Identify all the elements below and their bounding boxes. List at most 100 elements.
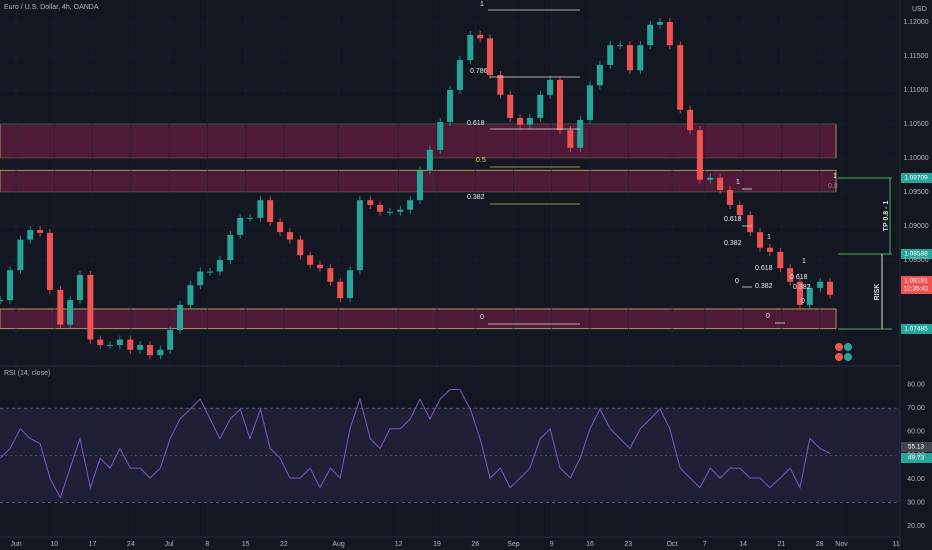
candle-body (726, 189, 733, 205)
fib-lines (488, 9, 785, 325)
fib-label: 1 (802, 258, 806, 265)
y-tick-label: 30.00 (907, 499, 925, 506)
candle-body (806, 287, 813, 305)
fib-label: 0 (766, 313, 770, 320)
x-tick-label: Aug (332, 541, 345, 548)
tp-bracket (838, 177, 892, 330)
risk-label: RISK (874, 284, 881, 301)
candle-body (146, 345, 153, 356)
candle-body (647, 24, 654, 46)
candle-body (97, 339, 104, 346)
fib-label: 1 (833, 173, 837, 180)
candle-body (696, 130, 703, 180)
x-tick-label: Sep (507, 541, 520, 548)
currency: USD (912, 6, 927, 13)
candle-body (556, 79, 563, 131)
candle-body (197, 271, 204, 286)
candle-body (177, 304, 184, 331)
event-icon[interactable] (835, 343, 843, 351)
candle-body (537, 94, 544, 118)
rsi-line (0, 389, 831, 499)
x-tick-label: 16 (586, 541, 594, 548)
candle-body (76, 274, 83, 301)
y-tick-label: 50.00 (907, 452, 925, 459)
candle-body (687, 109, 694, 131)
x-tick-label: 7 (703, 541, 707, 548)
candle-body (796, 281, 803, 305)
x-tick-label: 21 (777, 541, 785, 548)
price-tag (901, 173, 932, 183)
event-icon[interactable] (844, 353, 852, 361)
fib-label: 0.618 (724, 216, 742, 223)
x-tick-label: 10 (50, 541, 58, 548)
fib-label: 0.382 (793, 284, 811, 291)
candle-body (37, 230, 44, 233)
fib-label: 0 (801, 298, 805, 305)
candle-body (596, 64, 603, 86)
fib-label: 0.382 (755, 283, 773, 290)
candle-body (286, 232, 293, 240)
candle-body (567, 130, 574, 148)
candle-body (207, 271, 214, 273)
y-tick-label: 1.11000 (904, 87, 929, 94)
fib-label: 0.618 (755, 265, 773, 272)
x-tick-label: 9 (550, 541, 554, 548)
candle-body (787, 268, 794, 282)
candle-body (467, 34, 474, 61)
fib-label: 0.618 (790, 274, 808, 281)
candle-body (666, 22, 673, 46)
y-tick-label: 1.09000 (903, 223, 928, 230)
candle-body (407, 200, 414, 210)
value-tag (901, 442, 932, 452)
candle-body (587, 85, 594, 120)
candle-body (747, 215, 754, 233)
fib-label: 0.382 (467, 194, 485, 201)
fib-label: 0 (735, 278, 739, 285)
value-tag (901, 453, 932, 463)
event-icon[interactable] (835, 353, 843, 361)
candle-body (507, 94, 514, 118)
candle-body (127, 339, 134, 350)
candle-body (307, 255, 314, 265)
value-tag-label: 55.13 (908, 444, 925, 451)
candle-body (757, 232, 764, 248)
candle-body (356, 200, 363, 271)
candle-body (437, 121, 444, 150)
candle-body (137, 345, 144, 350)
candle-body (817, 281, 824, 288)
candle-body (157, 349, 164, 356)
x-tick-label: Jun (10, 541, 21, 548)
candle-body (216, 260, 223, 272)
candle-body (316, 264, 323, 269)
candle-body (657, 22, 664, 25)
candle-body (347, 270, 354, 299)
candle-body (547, 79, 554, 95)
price-tag (901, 249, 932, 259)
price-tag-label: 1.08191 (904, 278, 928, 285)
y-tick-label: 70.00 (907, 405, 925, 412)
y-tick-label: 1.08500 (903, 257, 928, 264)
candle-body (7, 270, 14, 301)
candle-body (766, 247, 773, 252)
event-icon[interactable] (844, 343, 852, 351)
fib-label: 1 (767, 234, 771, 241)
x-tick-label: 15 (242, 541, 250, 548)
candle-body (517, 117, 524, 125)
x-tick-label: 26 (471, 541, 479, 548)
candle-body (607, 45, 614, 65)
y-tick-label: 1.10000 (903, 155, 928, 162)
candle-body (327, 268, 334, 282)
fib-label: 0.382 (724, 240, 742, 247)
candle-body (626, 45, 633, 71)
y-tick-label: 1.09500 (903, 189, 928, 196)
candle-body (526, 117, 533, 125)
candle-body (617, 45, 624, 47)
x-tick-label: Oct (667, 541, 678, 548)
candle-body (257, 200, 264, 218)
tp-label: TP 0.8 - 1 (883, 201, 890, 232)
x-tick-label: 22 (280, 541, 288, 548)
fib-label: 0.786 (470, 68, 488, 75)
candle-body (87, 274, 94, 340)
